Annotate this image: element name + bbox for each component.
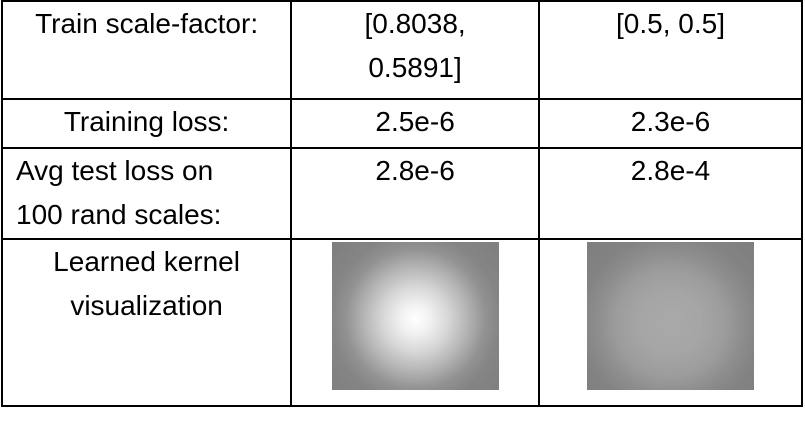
learned-kernel-image-a — [331, 242, 499, 390]
train-scale-factor-value-b: [0.5, 0.5] — [538, 0, 803, 100]
train-scale-factor-a-line-2: 0.5891] — [368, 52, 462, 83]
train-scale-factor-a-line-1: [0.8038, — [364, 8, 466, 39]
avg-test-loss-b-text: 2.8e-4 — [630, 155, 711, 186]
row-label-avg-test-loss: Avg test loss on 100 rand scales: — [0, 147, 293, 240]
table-row: Learned kernel visualization — [0, 238, 803, 407]
avg-test-loss-value-b: 2.8e-4 — [538, 147, 803, 240]
learned-kernel-label-line-2: visualization — [70, 290, 223, 321]
row-label-learned-kernel: Learned kernel visualization — [0, 238, 293, 407]
train-scale-factor-b-text: [0.5, 0.5] — [616, 8, 725, 39]
avg-test-loss-label-line-1: Avg test loss on — [16, 155, 214, 186]
results-table: Train scale-factor: [0.8038, 0.5891] [0.… — [0, 0, 803, 407]
row-label-train-scale-factor: Train scale-factor: — [0, 0, 293, 100]
train-scale-factor-value-a: [0.8038, 0.5891] — [290, 0, 540, 100]
learned-kernel-label-line-1: Learned kernel — [53, 246, 240, 277]
training-loss-value-b: 2.3e-6 — [538, 98, 803, 149]
row-label-training-loss: Training loss: — [0, 98, 293, 149]
table-row: Train scale-factor: [0.8038, 0.5891] [0.… — [0, 0, 803, 100]
table-row: Avg test loss on 100 rand scales: 2.8e-6… — [0, 147, 803, 240]
training-loss-value-a: 2.5e-6 — [290, 98, 540, 149]
learned-kernel-cell-b — [538, 238, 803, 407]
learned-kernel-image-b — [587, 242, 754, 390]
table-row: Training loss: 2.5e-6 2.3e-6 — [0, 98, 803, 149]
train-scale-factor-label: Train scale-factor: — [35, 8, 259, 39]
training-loss-a-text: 2.5e-6 — [375, 106, 455, 137]
avg-test-loss-label-line-2: 100 rand scales: — [16, 199, 222, 230]
avg-test-loss-a-text: 2.8e-6 — [375, 155, 455, 186]
training-loss-b-text: 2.3e-6 — [630, 106, 711, 137]
training-loss-label: Training loss: — [63, 106, 230, 137]
learned-kernel-cell-a — [290, 238, 540, 407]
avg-test-loss-value-a: 2.8e-6 — [290, 147, 540, 240]
